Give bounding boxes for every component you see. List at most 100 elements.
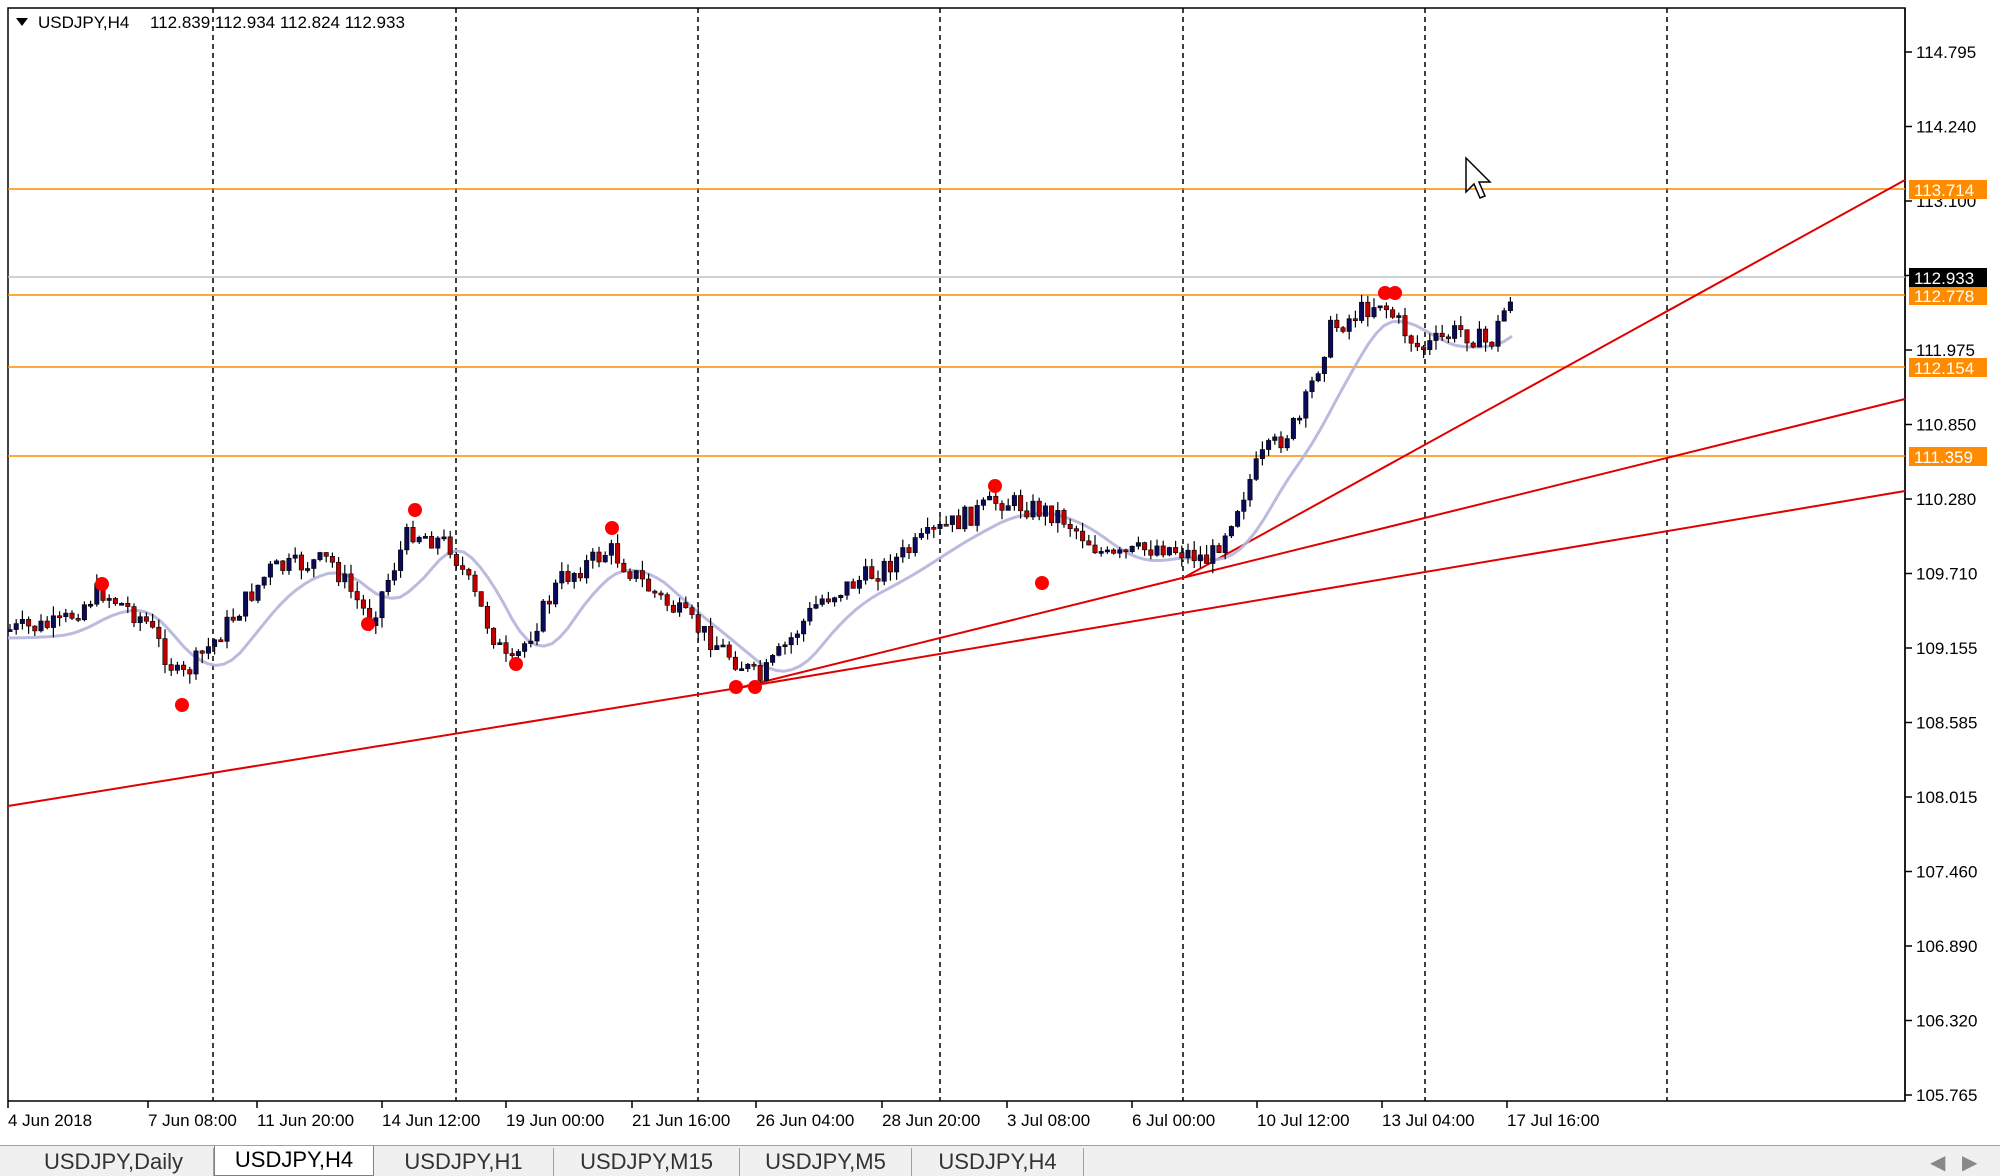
- triangle-down-icon[interactable]: [16, 18, 28, 26]
- candle: [633, 570, 639, 579]
- candle: [652, 590, 658, 594]
- candle: [757, 664, 763, 681]
- candle: [491, 627, 497, 645]
- time-tick-label: 4 Jun 2018: [8, 1111, 92, 1130]
- candle: [993, 495, 999, 504]
- trendline-2[interactable]: [737, 490, 1906, 689]
- candle: [466, 569, 472, 576]
- candle: [143, 616, 149, 622]
- candle: [1464, 329, 1470, 344]
- candle: [1241, 499, 1247, 512]
- price-tick-label: 108.585: [1916, 714, 1977, 733]
- candle: [515, 651, 521, 656]
- candle: [1483, 328, 1489, 343]
- tab-usdjpy-daily[interactable]: USDJPY,Daily: [14, 1148, 214, 1176]
- candle: [912, 537, 918, 553]
- level-badge: [1909, 447, 1987, 466]
- candle: [1402, 315, 1408, 337]
- candle: [571, 573, 577, 582]
- tab-usdjpy-m5[interactable]: USDJPY,M5: [740, 1148, 912, 1176]
- candle: [441, 536, 447, 540]
- candle: [1018, 495, 1024, 512]
- candle: [1390, 309, 1396, 318]
- trendlines[interactable]: [7, 179, 1906, 807]
- tab-usdjpy-h4[interactable]: USDJPY,H4: [214, 1146, 374, 1176]
- candle: [323, 552, 329, 557]
- candle: [410, 527, 416, 543]
- candle: [894, 556, 900, 573]
- level-label: 111.359: [1914, 448, 1973, 467]
- tab-usdjpy-h1[interactable]: USDJPY,H1: [374, 1148, 554, 1176]
- candle: [1365, 301, 1371, 318]
- level-label: 112.154: [1914, 359, 1974, 378]
- candle: [1098, 551, 1104, 554]
- time-tick-label: 10 Jul 12:00: [1257, 1111, 1350, 1130]
- candle: [1005, 505, 1011, 511]
- candle: [1030, 500, 1036, 518]
- candle: [26, 619, 32, 627]
- candle: [1297, 417, 1303, 421]
- candle: [1352, 318, 1358, 321]
- candle: [1204, 554, 1210, 564]
- candle: [838, 594, 844, 599]
- candle: [788, 637, 794, 646]
- candle: [1340, 327, 1346, 332]
- candle: [813, 604, 819, 609]
- arrow-left-icon[interactable]: ◀: [1930, 1152, 1946, 1174]
- candle: [1055, 510, 1061, 524]
- candle: [212, 639, 218, 647]
- level-labels: 113.714 112.778 112.154 111.359 112.933: [1909, 180, 1987, 467]
- candle: [429, 536, 435, 549]
- candle: [807, 607, 813, 622]
- candle: [918, 533, 924, 538]
- trendline-1[interactable]: [7, 687, 739, 807]
- price-chart[interactable]: 114.795114.240113.100112.545111.975110.8…: [0, 0, 2000, 1145]
- price-tick-label: 111.975: [1916, 341, 1975, 360]
- fractal-dot: [729, 680, 743, 694]
- candle: [1470, 342, 1476, 348]
- candle: [546, 600, 552, 605]
- candle: [714, 645, 720, 651]
- candle: [1166, 547, 1172, 556]
- candle: [32, 625, 38, 632]
- tab-usdjpy-h4-2[interactable]: USDJPY,H4: [912, 1148, 1084, 1176]
- candle: [956, 515, 962, 530]
- candle: [987, 495, 993, 501]
- candle: [1452, 325, 1458, 339]
- candle: [150, 621, 156, 628]
- candle: [13, 623, 19, 630]
- candle: [88, 603, 94, 607]
- candle: [453, 554, 459, 566]
- candle: [1427, 340, 1433, 350]
- chart-area[interactable]: 114.795114.240113.100112.545111.975110.8…: [0, 0, 2000, 1145]
- trendline-3[interactable]: [737, 398, 1906, 689]
- tab-usdjpy-m15[interactable]: USDJPY,M15: [554, 1148, 740, 1176]
- candle: [559, 571, 565, 584]
- candle: [689, 607, 695, 615]
- candle: [1290, 418, 1296, 439]
- candle: [69, 612, 75, 619]
- trendline-4[interactable]: [1184, 179, 1906, 578]
- arrow-right-icon[interactable]: ▶: [1962, 1152, 1978, 1174]
- candle: [577, 573, 583, 579]
- candle: [887, 560, 893, 573]
- candle: [906, 547, 912, 553]
- candle: [1061, 510, 1067, 525]
- price-axis[interactable]: 114.795114.240113.100112.545111.975110.8…: [1905, 43, 1977, 1105]
- candle: [38, 620, 44, 632]
- level-label: 112.778: [1914, 287, 1974, 306]
- price-tick-label: 106.320: [1916, 1012, 1977, 1031]
- candle: [801, 620, 807, 635]
- candle: [1433, 332, 1439, 341]
- candle: [540, 600, 546, 632]
- candle: [1210, 545, 1216, 564]
- time-tick-label: 21 Jun 16:00: [632, 1111, 730, 1130]
- candle: [1439, 332, 1445, 338]
- horizontal-levels[interactable]: [8, 188, 1905, 457]
- symbol-caption: USDJPY,H4: [38, 13, 129, 32]
- time-axis[interactable]: 4 Jun 2018 7 Jun 08:00 11 Jun 20:00 14 Jun …: [7, 1101, 1600, 1130]
- candle: [584, 560, 590, 579]
- candle: [162, 638, 168, 665]
- candle: [881, 560, 887, 582]
- candle: [1154, 545, 1160, 556]
